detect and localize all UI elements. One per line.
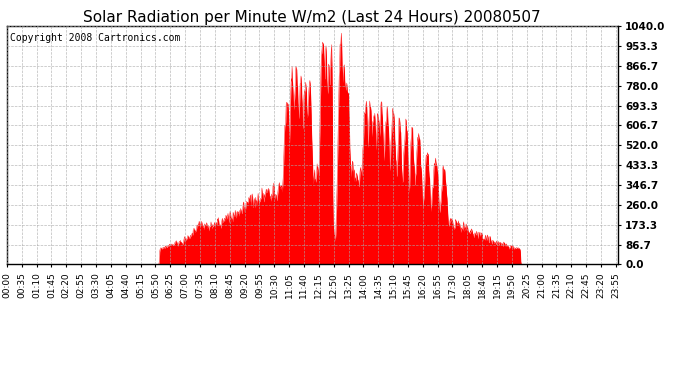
Text: Copyright 2008 Cartronics.com: Copyright 2008 Cartronics.com [10,33,180,44]
Title: Solar Radiation per Minute W/m2 (Last 24 Hours) 20080507: Solar Radiation per Minute W/m2 (Last 24… [83,10,541,25]
